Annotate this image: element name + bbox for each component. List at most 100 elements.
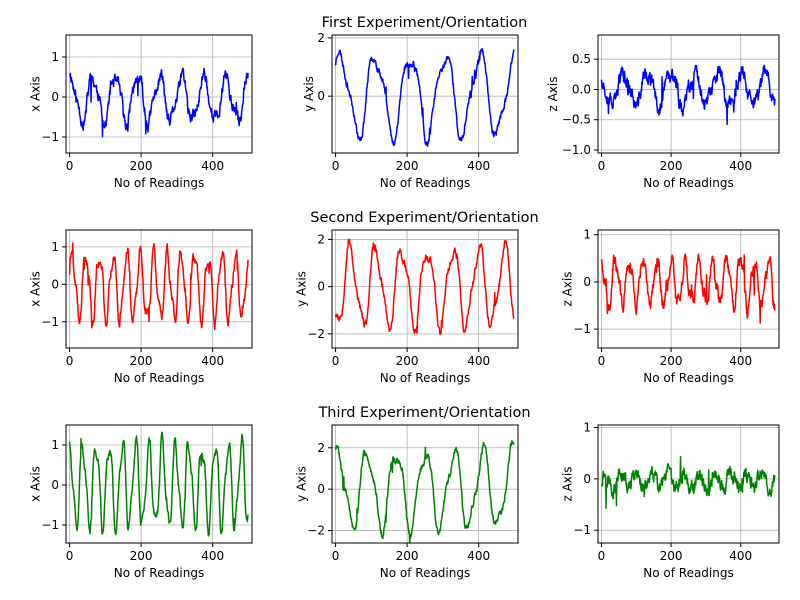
series-line [334, 48, 515, 147]
x-tick-label: 200 [130, 354, 153, 368]
axes-frame [65, 229, 253, 349]
row-title-1: First Experiment/Orientation [322, 15, 528, 31]
y-tick-label: 2 [317, 31, 325, 45]
y-axis-label: z Axis [546, 76, 560, 111]
x-tick-label: 400 [467, 159, 490, 173]
y-tick-label: 0 [51, 478, 59, 492]
y-tick-label: −0.5 [562, 113, 591, 127]
x-tick-label: 200 [660, 159, 683, 173]
axes-frame [597, 34, 780, 154]
y-axis-label: x Axis [29, 76, 43, 112]
x-tick-label: 400 [201, 159, 224, 173]
y-tick-label: 0 [317, 482, 325, 496]
y-tick-label: 0 [51, 277, 59, 291]
y-tick-label: 0 [583, 472, 591, 486]
axes-frame [597, 229, 780, 349]
subplot-1: 0 200 400 −1 0 1 No of Readings x Axis [29, 34, 253, 190]
y-tick-label: −1 [41, 518, 59, 532]
y-tick-label: 1 [583, 228, 591, 242]
x-tick-label: 200 [130, 159, 153, 173]
x-axis-label: No of Readings [114, 371, 204, 385]
x-tick-label: 0 [598, 549, 606, 563]
y-tick-label: 1 [51, 50, 59, 64]
axes-frame [597, 424, 780, 544]
series-line [334, 238, 515, 335]
y-tick-label: 1 [51, 438, 59, 452]
x-tick-label: 400 [729, 159, 752, 173]
subplot-8: 0 200 400 −2 0 2 No of Readings y Axis [295, 424, 519, 580]
y-axis-label: z Axis [561, 271, 575, 306]
x-tick-label: 0 [66, 354, 74, 368]
series-line [601, 456, 776, 510]
y-tick-label: 1 [51, 240, 59, 254]
series-line [68, 431, 249, 537]
subplot-6: 0 200 400 −1 0 1 No of Readings z Axis [561, 228, 780, 385]
x-axis-label: No of Readings [114, 176, 204, 190]
y-tick-label: −1 [573, 523, 591, 537]
y-axis-label: x Axis [29, 271, 43, 307]
x-tick-label: 400 [467, 354, 490, 368]
axes-frame [331, 229, 519, 349]
x-tick-label: 0 [598, 159, 606, 173]
y-tick-label: 2 [317, 441, 325, 455]
y-tick-label: −2 [307, 524, 325, 538]
y-tick-label: 0 [583, 275, 591, 289]
x-tick-label: 200 [660, 354, 683, 368]
series-line [600, 64, 776, 126]
y-tick-label: 0 [317, 89, 325, 103]
axes-frame [331, 34, 519, 154]
x-axis-label: No of Readings [380, 176, 470, 190]
x-tick-label: 400 [201, 354, 224, 368]
y-tick-label: 0.5 [572, 52, 591, 66]
x-tick-label: 200 [396, 354, 419, 368]
axes-frame [65, 424, 253, 544]
y-tick-label: −2 [307, 327, 325, 341]
y-tick-label: −1 [41, 315, 59, 329]
x-tick-label: 400 [467, 549, 490, 563]
x-axis-label: No of Readings [643, 371, 733, 385]
y-tick-label: 1 [583, 421, 591, 435]
x-tick-label: 400 [201, 549, 224, 563]
x-axis-label: No of Readings [643, 566, 733, 580]
y-tick-label: −1.0 [562, 143, 591, 157]
x-tick-label: 0 [66, 549, 74, 563]
y-axis-label: y Axis [302, 76, 316, 112]
series-line [334, 440, 515, 544]
subplot-3: 0 200 400 −1.0 −0.5 0.0 0.5 No of Readings z Axi… [546, 34, 780, 190]
x-axis-label: No of Readings [380, 566, 470, 580]
y-axis-label: z Axis [561, 466, 575, 501]
x-tick-label: 200 [660, 549, 683, 563]
y-tick-label: −1 [41, 130, 59, 144]
subplot-4: 0 200 400 −1 0 1 No of Readings x Axis [29, 229, 253, 385]
x-tick-label: 200 [130, 549, 153, 563]
x-axis-label: No of Readings [114, 566, 204, 580]
x-axis-label: No of Readings [380, 371, 470, 385]
series-line [68, 242, 249, 331]
series-line [600, 253, 776, 324]
x-tick-label: 200 [396, 549, 419, 563]
x-tick-label: 400 [729, 549, 752, 563]
y-tick-label: −1 [573, 322, 591, 336]
y-axis-label: y Axis [295, 271, 309, 307]
y-axis-label: x Axis [29, 466, 43, 502]
subplot-9: 0 200 400 −1 0 1 No of Readings z Axis [561, 421, 780, 580]
x-tick-label: 0 [66, 159, 74, 173]
row-title-2: Second Experiment/Orientation [310, 210, 539, 226]
axes-frame [65, 34, 253, 154]
subplot-5: 0 200 400 −2 0 2 No of Readings y Axis [295, 229, 519, 385]
y-tick-label: 0.0 [572, 82, 591, 96]
y-axis-label: y Axis [295, 466, 309, 502]
x-tick-label: 0 [598, 354, 606, 368]
x-tick-label: 0 [332, 354, 340, 368]
y-tick-label: 2 [317, 232, 325, 246]
x-tick-label: 400 [729, 354, 752, 368]
y-tick-label: 0 [317, 280, 325, 294]
x-tick-label: 200 [396, 159, 419, 173]
x-axis-label: No of Readings [643, 176, 733, 190]
subplot-2: 0 200 400 0 2 No of Readings y Axis [302, 31, 519, 190]
x-tick-label: 0 [332, 549, 340, 563]
axes-frame [331, 424, 519, 544]
y-tick-label: 0 [51, 90, 59, 104]
